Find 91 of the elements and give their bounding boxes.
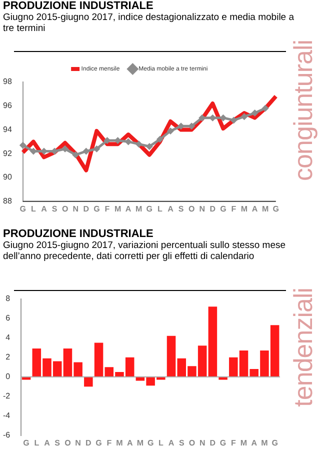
x-tick-label: N <box>199 438 206 448</box>
point <box>51 148 58 155</box>
x-tick-label: A <box>44 438 50 448</box>
x-tick-label: D <box>83 204 90 214</box>
point <box>251 110 258 117</box>
y-tick-label: -2 <box>2 392 11 401</box>
point <box>19 142 26 149</box>
x-tick-label: M <box>136 438 144 448</box>
point <box>124 138 132 146</box>
x-tick-label: D <box>210 438 216 448</box>
x-tick-label: O <box>188 438 196 448</box>
y-tick-label: 98 <box>2 77 12 86</box>
x-tick-label: A <box>252 204 258 214</box>
x-tick-label: M <box>262 204 270 214</box>
chart-title: PRODUZIONE INDUSTRIALE <box>3 0 154 12</box>
y-tick-label: -6 <box>2 430 11 440</box>
x-tick-label: M <box>136 204 143 214</box>
chart-title: PRODUZIONE INDUSTRIALE <box>3 228 154 240</box>
x-tick-label: O <box>188 204 195 214</box>
x-tick-label: S <box>178 438 185 448</box>
x-tick-label: A <box>168 204 174 214</box>
bar <box>208 306 218 377</box>
x-tick-label: O <box>62 204 68 214</box>
bar <box>94 342 104 377</box>
x-tick-label: G <box>272 204 280 214</box>
bar <box>84 376 93 387</box>
x-tick-label: G <box>220 438 226 448</box>
x-tick-label: A <box>41 204 48 214</box>
y-tick-label: 94 <box>2 124 12 134</box>
x-tick-label: G <box>220 204 226 214</box>
y-tick-label: 92 <box>2 148 12 158</box>
y-tick-label: -4 <box>2 411 11 420</box>
text: tendenziali <box>288 288 319 407</box>
x-tick-label: S <box>52 204 58 214</box>
x-tick-label: M <box>116 438 124 448</box>
x-tick-label: G <box>147 438 154 448</box>
x-tick-label: L <box>30 204 36 214</box>
x-tick-label: A <box>125 204 132 214</box>
x-tick-label: M <box>240 204 248 214</box>
point <box>82 148 90 155</box>
x-tick-label: A <box>126 438 133 448</box>
point <box>166 127 174 134</box>
x-tick-label: L <box>34 438 40 448</box>
y-tick-label: 88 <box>2 196 12 206</box>
y-tick-label: 90 <box>2 172 12 182</box>
x-tick-label: S <box>178 204 184 214</box>
x-tick-label: F <box>104 204 110 214</box>
x-tick-label: G <box>96 438 102 448</box>
x-tick-label: D <box>210 204 216 214</box>
point <box>240 113 248 120</box>
x-tick-label: A <box>251 438 258 448</box>
x-tick-label: O <box>64 438 71 448</box>
x-tick-label: G <box>23 438 30 448</box>
x-tick-label: F <box>231 204 236 214</box>
y-tick-label: 0 <box>6 372 11 382</box>
x-tick-label: F <box>106 438 112 448</box>
point <box>72 151 80 158</box>
x-tick-label: A <box>168 438 174 448</box>
point <box>30 148 37 155</box>
x-tick-label: D <box>86 438 92 448</box>
x-tick-label: F <box>230 438 236 448</box>
point <box>135 140 142 148</box>
x-tick-label: G <box>20 204 26 214</box>
point <box>156 136 164 143</box>
x-tick-label: N <box>75 438 82 448</box>
x-tick-label: M <box>114 204 122 214</box>
point <box>188 122 196 130</box>
point <box>220 114 227 122</box>
x-tick-label: G <box>272 438 278 448</box>
x-tick-label: L <box>157 204 162 214</box>
x-tick-label: G <box>146 204 153 214</box>
point <box>93 145 100 152</box>
y-tick-label: 2 <box>6 352 11 362</box>
y-tick-label: 8 <box>6 294 11 304</box>
point <box>146 142 153 150</box>
point <box>262 104 269 112</box>
x-tick-label: G <box>94 204 100 214</box>
point <box>230 116 238 124</box>
x-tick-label: N <box>72 204 79 214</box>
x-tick-label: S <box>54 438 61 448</box>
chart-subtitle: Giugno 2015-giugno 2017, indice destagionalizzato e media mobile a tre termini <box>3 12 296 34</box>
chart-subtitle: Giugno 2015-giugno 2017, variazioni percentuali sullo stesso mese dell’anno precedente, dati corretti per gli effetti di calendario <box>3 240 287 262</box>
point <box>62 145 69 152</box>
x-tick-label: L <box>158 438 164 448</box>
y-tick-label: 4 <box>6 333 11 342</box>
x-tick-label: M <box>261 438 268 448</box>
y-tick-label: 6 <box>6 314 11 323</box>
y-tick-label: 96 <box>2 101 12 110</box>
x-tick-label: M <box>240 438 248 448</box>
x-tick-label: N <box>199 204 206 214</box>
text: congiunturali <box>288 40 319 181</box>
